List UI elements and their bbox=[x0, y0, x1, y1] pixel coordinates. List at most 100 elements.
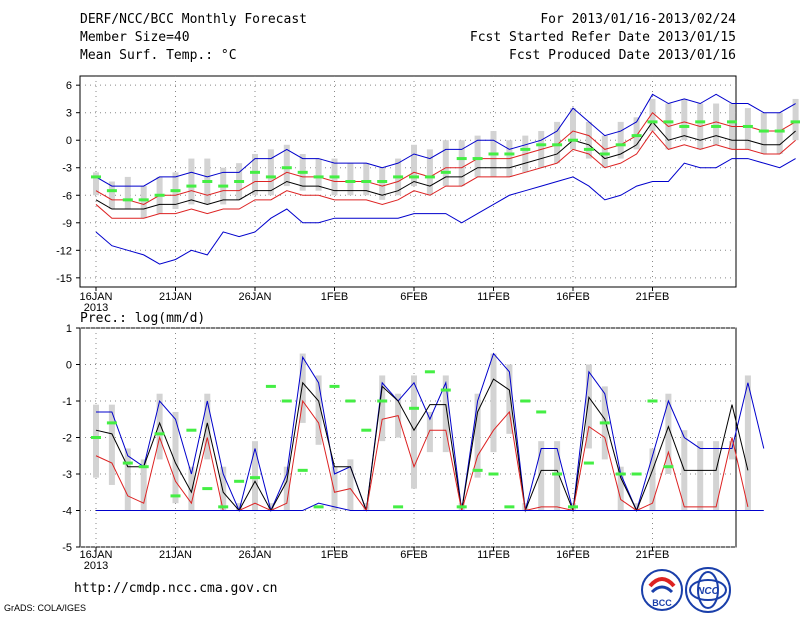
prec-median-marker bbox=[647, 399, 658, 403]
temp-spread-box bbox=[776, 112, 783, 154]
temp-median-marker bbox=[488, 152, 499, 156]
temp-spread-box bbox=[283, 144, 290, 187]
prec-spread-box bbox=[188, 466, 195, 511]
temp-spread-box bbox=[379, 167, 386, 200]
temp-median-marker bbox=[568, 138, 578, 142]
temp-median-marker bbox=[281, 166, 292, 170]
temp-xtick-label: 16JAN bbox=[79, 291, 112, 303]
prec-spread-box bbox=[283, 466, 290, 511]
temp-spread-box bbox=[792, 98, 799, 141]
temp-line-max bbox=[95, 93, 796, 187]
temp-spread-box bbox=[93, 172, 99, 196]
temp-median-marker bbox=[122, 198, 133, 202]
temp-ytick-label: -9 bbox=[62, 218, 72, 230]
temp-spread-box bbox=[744, 108, 751, 150]
prec-median-marker bbox=[361, 428, 372, 432]
prec-spread-box bbox=[299, 353, 306, 423]
temp-line-lower bbox=[95, 130, 796, 219]
prec-spread-box bbox=[252, 441, 258, 511]
prec-median-marker bbox=[663, 465, 674, 469]
prec-median-marker bbox=[615, 472, 626, 476]
prec-median-marker bbox=[472, 468, 483, 472]
temp-line-upper bbox=[95, 111, 796, 205]
prec-spread-box bbox=[744, 375, 751, 511]
temp-median-marker bbox=[790, 120, 800, 124]
prec-median-marker bbox=[424, 370, 435, 374]
temp-ytick-label: 0 bbox=[66, 135, 72, 147]
prec-median-marker bbox=[393, 505, 404, 509]
prec-xtick-label: 1FEB bbox=[321, 549, 349, 561]
prec-ytick-label: -5 bbox=[62, 542, 72, 554]
temp-median-marker bbox=[265, 175, 276, 179]
temp-ytick-label: -3 bbox=[62, 163, 72, 175]
temp-spread-box bbox=[570, 108, 576, 150]
prec-median-marker bbox=[599, 421, 610, 425]
prec-spread-box bbox=[649, 448, 656, 511]
prec-spread-box bbox=[315, 375, 322, 445]
temp-median-marker bbox=[520, 147, 531, 151]
prec-median-marker bbox=[138, 465, 149, 469]
prec-spread-box bbox=[490, 353, 497, 453]
prec-median-marker bbox=[552, 472, 563, 476]
prec-ytick-label: 1 bbox=[66, 323, 72, 335]
bcc-logo: BCC bbox=[641, 569, 683, 611]
temp-spread-box bbox=[713, 103, 720, 145]
prec-ytick-label: -3 bbox=[62, 469, 72, 481]
temp-ytick-label: 6 bbox=[66, 80, 72, 92]
temp-median-marker bbox=[313, 175, 324, 179]
temp-median-marker bbox=[742, 124, 753, 128]
temp-spread-box bbox=[363, 163, 370, 196]
source-url[interactable]: http://cmdp.ncc.cma.gov.cn bbox=[74, 581, 278, 596]
prec-median-marker bbox=[488, 472, 499, 476]
prec-xtick-label: 16JAN bbox=[79, 549, 112, 561]
temp-spread-box bbox=[649, 98, 656, 132]
temp-spread-box bbox=[554, 121, 561, 164]
temp-median-marker bbox=[774, 129, 785, 133]
temp-median-marker bbox=[727, 120, 737, 124]
temp-spread-box bbox=[124, 176, 131, 210]
member-size: Member Size=40 bbox=[80, 30, 190, 45]
prec-spread-box bbox=[347, 459, 354, 511]
prec-xtick-label: 21JAN bbox=[159, 549, 192, 561]
prec-spread-box bbox=[267, 503, 274, 511]
temp-median-marker bbox=[377, 180, 388, 183]
prec-spread-box bbox=[474, 393, 481, 478]
prec-median-marker bbox=[122, 461, 133, 465]
temp-median-marker bbox=[297, 170, 308, 174]
temp-xtick-label: 6FEB bbox=[400, 291, 428, 303]
prec-spread-box bbox=[220, 466, 227, 511]
grads-credit: GrADS: COLA/IGES bbox=[4, 603, 87, 613]
temp-median-marker bbox=[154, 193, 165, 197]
temp-median-marker bbox=[186, 184, 197, 188]
prec-median-marker bbox=[536, 410, 547, 414]
temp-median-marker bbox=[663, 120, 674, 124]
prec-median-marker bbox=[91, 436, 101, 439]
start-ref-date: Fcst Started Refer Date 2013/01/15 bbox=[469, 30, 736, 45]
prec-median-marker bbox=[154, 432, 165, 436]
temp-spread-box bbox=[252, 153, 258, 196]
temp-median-marker bbox=[170, 189, 181, 193]
temp-spread-box bbox=[347, 163, 354, 196]
prec-spread-box bbox=[172, 411, 179, 504]
temp-spread-box bbox=[411, 144, 417, 187]
ncc-logo-text: NCC bbox=[697, 586, 719, 597]
temp-median-marker bbox=[758, 129, 769, 133]
prec-spread-box bbox=[617, 466, 624, 511]
prec-median-marker bbox=[234, 479, 245, 483]
produced-date: Fcst Produced Date 2013/01/16 bbox=[509, 48, 736, 63]
chart-title: DERF/NCC/BCC Monthly Forecast bbox=[80, 12, 307, 27]
temp-ytick-label: -6 bbox=[62, 190, 72, 202]
temp-spread-box bbox=[458, 140, 465, 187]
temp-line-mean bbox=[95, 121, 796, 210]
prec-spread-box bbox=[506, 364, 513, 434]
prec-spread-box bbox=[697, 441, 704, 511]
prec-xtick-label: 21FEB bbox=[636, 549, 670, 561]
temp-median-marker bbox=[615, 143, 626, 147]
temp-spread-box bbox=[315, 158, 322, 191]
prec-spread-box bbox=[379, 375, 386, 442]
bcc-logo-text: BCC bbox=[652, 598, 672, 608]
temp-median-marker bbox=[472, 157, 483, 161]
prec-ytick-label: 0 bbox=[66, 360, 72, 372]
prec-xtick-label: 26JAN bbox=[238, 549, 271, 561]
